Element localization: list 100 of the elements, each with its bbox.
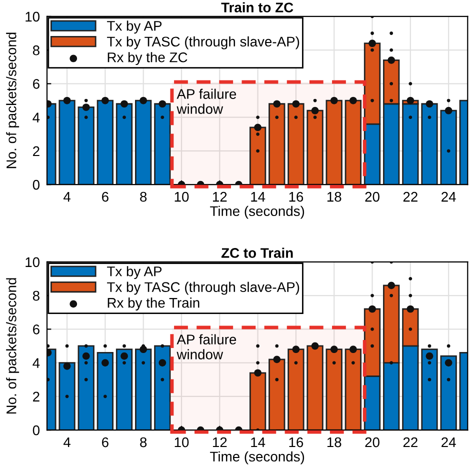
point [350, 346, 357, 354]
point [330, 96, 338, 104]
legend-label: Tx by AP [107, 266, 162, 280]
point [390, 82, 394, 86]
y-axis-title: No. of packets/second [6, 32, 20, 168]
point [428, 361, 432, 364]
point [408, 327, 412, 331]
point [47, 344, 50, 348]
point [275, 344, 279, 348]
point [120, 352, 128, 360]
bar [306, 345, 324, 430]
y-tick-label: 2 [33, 146, 40, 156]
x-tick-label: 18 [327, 192, 342, 202]
y-tick-label: 8 [32, 45, 40, 56]
point [311, 342, 319, 350]
point [390, 361, 394, 364]
point [446, 149, 450, 153]
x-tick-label: 22 [403, 192, 418, 202]
point [390, 98, 394, 102]
point [313, 116, 317, 120]
y-tick-label: 8 [32, 290, 40, 301]
point [406, 305, 414, 313]
x-tick-label: 8 [140, 192, 147, 202]
bar [440, 110, 457, 185]
point [370, 48, 374, 52]
point [351, 361, 355, 364]
bar [402, 103, 419, 185]
point [311, 106, 319, 114]
x-tick-label: 20 [365, 192, 380, 202]
bar [326, 100, 342, 185]
point [370, 327, 374, 331]
bar [116, 103, 133, 185]
point [390, 294, 394, 298]
bar [440, 355, 457, 430]
bar [96, 352, 114, 430]
y-tick-label: 10 [26, 12, 40, 22]
point [426, 352, 434, 360]
point [256, 132, 260, 136]
bar [249, 126, 266, 185]
point [275, 378, 279, 382]
bar [249, 372, 266, 430]
bar [344, 100, 362, 185]
point [370, 98, 374, 102]
point [82, 104, 90, 111]
x-tick-label: 24 [442, 437, 456, 448]
y-tick-label: 0 [32, 180, 40, 190]
point [256, 361, 260, 364]
point [122, 116, 126, 120]
point [446, 378, 450, 382]
bar [268, 103, 286, 185]
point [330, 346, 338, 354]
point [102, 96, 109, 104]
bar [344, 348, 362, 430]
x-tick-label: 18 [327, 437, 342, 448]
y-axis-title: No. of packets/second [6, 278, 20, 414]
legend-label: Tx by TASC (through slave-AP) [107, 36, 300, 50]
point [368, 305, 376, 313]
x-tick-label: 12 [212, 192, 227, 202]
bar [288, 348, 304, 430]
x-tick-label: 6 [102, 437, 108, 448]
point [103, 344, 107, 348]
point [370, 32, 374, 35]
bar [306, 110, 324, 185]
point [408, 82, 412, 86]
point [428, 378, 432, 382]
bar [421, 103, 438, 185]
point [292, 346, 300, 354]
y-tick-label: 6 [33, 324, 40, 334]
x-tick-label: 20 [365, 437, 380, 448]
bar [154, 103, 171, 185]
point [102, 359, 109, 366]
point [390, 32, 394, 35]
bar [58, 362, 76, 430]
point [122, 361, 126, 364]
point [350, 96, 357, 104]
point [275, 116, 279, 120]
x-tick-label: 16 [289, 437, 304, 448]
chart-title: Train to ZC [221, 2, 294, 12]
point [254, 369, 262, 377]
point [273, 100, 281, 108]
x-tick-label: 10 [174, 192, 189, 202]
point [370, 294, 374, 298]
legend-label: Rx by the Train [108, 298, 200, 310]
point [294, 116, 298, 120]
point [388, 56, 396, 64]
y-tick-label: 2 [33, 392, 40, 402]
point [84, 98, 88, 102]
y-tick-label: 6 [33, 79, 40, 89]
chart-title: ZC to Train [221, 248, 293, 258]
point [408, 294, 412, 298]
point [426, 100, 434, 108]
point [388, 282, 396, 290]
point [122, 344, 126, 348]
legend-label: Rx by the ZC [108, 52, 188, 66]
x-tick-label: 10 [174, 437, 189, 448]
legend-label: Tx by AP [107, 20, 162, 34]
point [140, 96, 148, 104]
y-tick-label: 4 [32, 112, 40, 122]
point [120, 100, 128, 108]
point [444, 359, 452, 366]
